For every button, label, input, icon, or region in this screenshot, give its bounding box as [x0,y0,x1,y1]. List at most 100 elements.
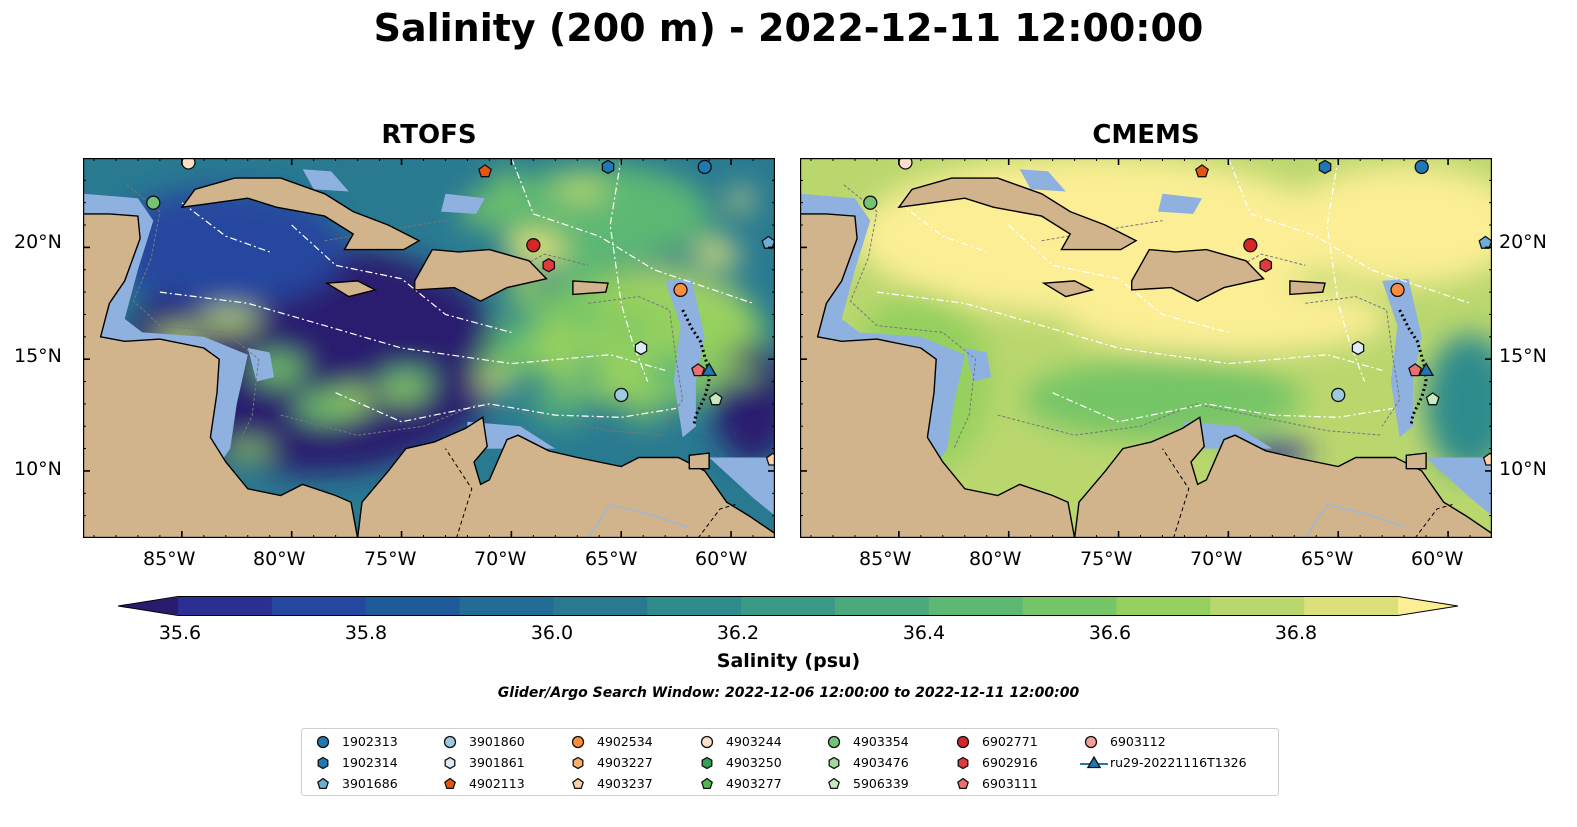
legend-label: 4903237 [597,776,653,791]
colorbar-segment [647,597,742,615]
colorbar-segment [178,597,273,615]
float-marker-4902534[interactable] [1390,282,1405,298]
lon-tick-label: 85°W [859,548,912,570]
legend-marker-icon [700,735,714,749]
rtofs-map[interactable] [83,158,775,538]
map-frame [83,158,775,538]
legend-marker-icon [317,777,329,790]
figure-title: Salinity (200 m) - 2022-12-11 12:00:00 [373,6,1204,50]
lat-tick-label-right: 15°N [1499,345,1547,367]
legend: 1902313 1902314 3901686 3901860 3901861 49021… [301,728,1279,796]
lon-tick-label: 65°W [1301,548,1354,570]
cmems-map[interactable] [800,158,1492,538]
float-marker-4902534[interactable] [673,282,688,298]
colorbar-label: Salinity (psu) [716,650,861,672]
lat-tick-label-left: 20°N [14,231,62,253]
float-marker-4903244[interactable] [898,158,913,170]
legend-marker-icon [701,777,713,790]
float-marker-5906339[interactable] [708,392,723,406]
legend-label: 4903250 [726,755,782,770]
legend-label: ru29-20221116T1326 [1110,755,1247,770]
float-marker-3901861[interactable] [1351,340,1365,356]
legend-label: 6903112 [1110,734,1166,749]
colorbar-segment [1210,597,1305,615]
legend-marker-icon [957,777,969,790]
panel-title-rtofs: RTOFS [381,120,477,150]
float-marker-6903111[interactable] [1408,363,1423,377]
float-marker-ru29-20221116T1326[interactable] [1418,362,1435,377]
float-marker-6903111[interactable] [691,363,706,377]
legend-label: 1902313 [342,734,398,749]
legend-label: 3901686 [342,776,398,791]
colorbar-segment [928,597,1024,615]
float-marker-6902916[interactable] [1259,258,1273,273]
legend-marker-icon [828,777,840,790]
float-marker-5906339[interactable] [1425,392,1440,406]
legend-label: 4903227 [597,755,653,770]
float-marker-4903237[interactable] [765,452,775,466]
float-marker-6902916[interactable] [542,258,556,273]
lon-tick-label: 80°W [253,548,306,570]
float-marker-6902771[interactable] [526,238,541,253]
lat-tick-label-right: 10°N [1499,458,1547,480]
float-marker-3901861[interactable] [634,340,648,356]
float-marker-1902313[interactable] [697,159,712,175]
colorbar-extend-low [118,597,178,615]
colorbar-tick-label: 36.0 [530,622,574,644]
colorbar-segment [834,597,930,615]
float-marker-4902113[interactable] [1195,164,1209,178]
search-window-text: Glider/Argo Search Window: 2022-12-06 12… [497,685,1080,701]
colorbar-tick-label: 36.8 [1274,622,1318,644]
float-marker-4903237[interactable] [1482,452,1492,466]
legend-marker-icon [1084,735,1098,749]
lat-tick-label-right: 20°N [1499,231,1547,253]
lon-tick-label: 80°W [969,548,1022,570]
landmass [800,158,1492,538]
colorbar-segment [1116,597,1211,615]
legend-marker-icon [571,735,585,749]
legend-label: 4902113 [469,776,525,791]
float-marker-6902771[interactable] [1243,238,1258,253]
lon-tick-label: 75°W [364,548,417,570]
legend-label: 5906339 [853,776,909,791]
colorbar-tick-label: 36.2 [716,622,760,644]
lon-tick-label: 70°W [1190,548,1243,570]
colorbar-segment [553,597,648,615]
float-marker-4903354[interactable] [863,195,878,210]
legend-label: 6902916 [982,755,1038,770]
colorbar-segment [365,597,461,615]
float-marker-1902314[interactable] [601,159,615,175]
float-marker-3901860[interactable] [614,387,629,403]
legend-marker-icon [957,756,969,770]
legend-label: 4903244 [726,734,782,749]
legend-marker-icon [827,735,841,749]
legend-marker-icon [444,777,456,790]
landmass [83,158,775,538]
colorbar-tick-label: 35.6 [158,622,202,644]
lon-tick-label: 65°W [585,548,638,570]
float-marker-4903244[interactable] [181,158,196,170]
lon-tick-label: 75°W [1080,548,1133,570]
legend-label: 1902314 [342,755,398,770]
legend-marker-icon [1080,755,1108,769]
lon-tick-label: 60°W [1411,548,1464,570]
legend-label: 4903354 [853,734,909,749]
legend-marker-icon [317,756,329,770]
legend-label: 6903111 [982,776,1038,791]
float-marker-4903354[interactable] [146,195,161,210]
legend-label: 4902534 [597,734,653,749]
legend-marker-icon [572,756,584,770]
legend-marker-icon [444,756,456,770]
float-marker-1902314[interactable] [1318,159,1332,175]
lon-tick-label: 85°W [143,548,196,570]
lon-tick-label: 70°W [474,548,527,570]
lat-tick-label-left: 10°N [14,458,62,480]
float-marker-ru29-20221116T1326[interactable] [701,362,718,377]
float-marker-4902113[interactable] [478,164,492,178]
colorbar-segment [741,597,836,615]
legend-marker-icon [316,735,330,749]
float-marker-3901860[interactable] [1331,387,1346,403]
legend-marker-icon [701,756,713,770]
float-marker-1902313[interactable] [1414,159,1429,175]
legend-label: 6902771 [982,734,1038,749]
